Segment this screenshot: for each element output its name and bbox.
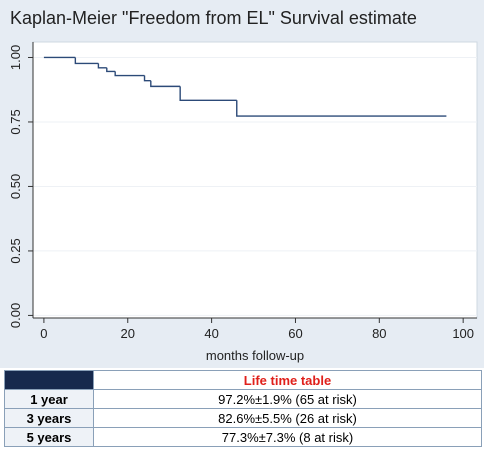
row-value: 82.6%±5.5% (26 at risk)	[93, 408, 482, 428]
table-row: 3 years 82.6%±5.5% (26 at risk)	[4, 408, 482, 428]
survival-step	[74, 57, 99, 65]
y-tick-label: 0.25	[8, 238, 23, 263]
header-blank	[4, 370, 94, 390]
chart: Kaplan-Meier "Freedom from EL" Survival …	[0, 0, 484, 368]
x-tick-label: 0	[40, 326, 47, 341]
x-tick-label: 20	[121, 326, 135, 341]
survival-step	[143, 75, 151, 82]
survival-step	[97, 63, 107, 69]
row-value: 77.3%±7.3% (8 at risk)	[93, 427, 482, 447]
y-tick-label: 0.75	[8, 109, 23, 134]
x-axis-label: months follow-up	[206, 348, 304, 363]
y-tick-label: 1.00	[8, 45, 23, 70]
survival-step	[236, 100, 447, 117]
survival-step	[106, 67, 116, 73]
table-header: Life time table	[4, 370, 482, 390]
plot-area	[32, 41, 478, 319]
table-row: 1 year 97.2%±1.9% (65 at risk)	[4, 389, 482, 409]
row-label: 5 years	[4, 427, 94, 447]
table-row: 5 years 77.3%±7.3% (8 at risk)	[4, 427, 482, 447]
x-tick-label: 60	[288, 326, 302, 341]
x-tick-label: 100	[452, 326, 474, 341]
y-tick-label: 0.50	[8, 174, 23, 199]
x-tick-label: 40	[204, 326, 218, 341]
row-value: 97.2%±1.9% (65 at risk)	[93, 389, 482, 409]
y-tick-label: 0.00	[8, 303, 23, 328]
survival-step	[114, 71, 145, 77]
survival-step	[179, 86, 237, 101]
row-label: 1 year	[4, 389, 94, 409]
survival-step	[150, 80, 181, 88]
table-title: Life time table	[93, 370, 482, 390]
row-label: 3 years	[4, 408, 94, 428]
chart-title: Kaplan-Meier "Freedom from EL" Survival …	[10, 8, 417, 28]
life-table: Life time table 1 year 97.2%±1.9% (65 at …	[4, 370, 482, 447]
x-tick-label: 80	[372, 326, 386, 341]
